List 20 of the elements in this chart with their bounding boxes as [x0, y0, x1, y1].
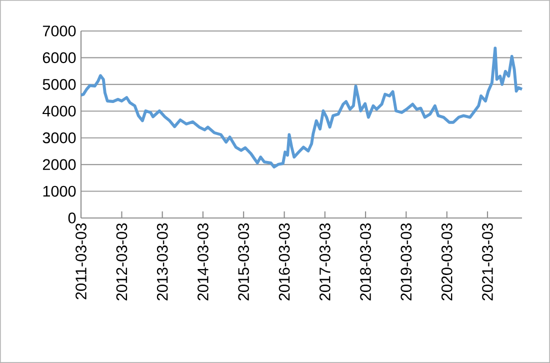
y-tick-label: 1000 [43, 186, 76, 197]
y-tick-label: 0 [68, 212, 76, 224]
x-tick-label: 2012-03-03 [116, 223, 128, 300]
x-tick-label: 2014-03-03 [198, 223, 208, 300]
line-series [80, 46, 524, 168]
y-tick-label: 4000 [42, 106, 76, 117]
y-tick-label: 3000 [42, 132, 76, 144]
x-tick-label: 2021-03-03 [482, 223, 493, 300]
y-tick-label: 5000 [42, 78, 76, 90]
x-tick-label: 2016-03-03 [278, 223, 290, 300]
y-tick-label: 6000 [42, 52, 76, 64]
y-tick-label: 2000 [42, 159, 76, 170]
x-tick-label: 2011-03-03 [76, 223, 86, 300]
x-tick-label: 2013-03-03 [156, 223, 168, 300]
x-tick-label: 2018-03-03 [360, 223, 371, 300]
x-tick-label: 2019-03-03 [400, 223, 412, 300]
y-tick-label: 7000 [42, 26, 76, 36]
x-tick-label: 2015-03-03 [238, 223, 250, 300]
x-tick-label: 2017-03-03 [320, 223, 330, 300]
x-tick-label: 2020-03-03 [441, 223, 452, 300]
